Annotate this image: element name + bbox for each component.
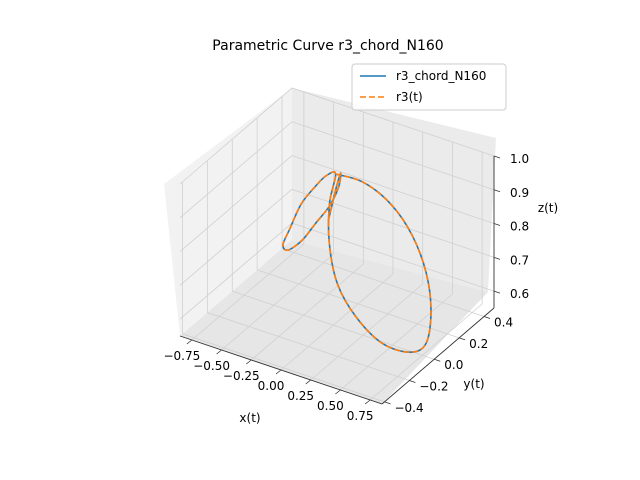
z-gridline (179, 87, 495, 185)
z-tick-mark (493, 189, 501, 193)
y-tick-label: −0.2 (419, 380, 448, 394)
gridlines (179, 87, 495, 403)
legend-box (351, 63, 507, 111)
y-gridline (231, 139, 435, 360)
x-gridline (310, 132, 424, 381)
x-axis-label: x(t) (239, 411, 260, 425)
x-tick-mark (216, 349, 222, 355)
x-tick-mark (335, 389, 341, 395)
y-tick-mark (483, 316, 491, 319)
x-tick-label: −0.75 (163, 349, 200, 363)
y-gridline (281, 96, 485, 317)
z-gridline (179, 121, 495, 219)
x-tick-mark (275, 369, 282, 375)
x-tick-label: −0.25 (223, 369, 260, 383)
z-tick-mark (493, 256, 501, 260)
x-tick-labels: −0.75−0.50−0.250.000.250.500.75 (163, 339, 374, 423)
x-gridline (251, 112, 364, 361)
z-tick-mark (493, 155, 501, 159)
z-tick-label: 0.8 (510, 220, 529, 234)
x-tick-mark (186, 339, 193, 345)
x-gridline (340, 142, 453, 391)
left-pane (164, 88, 292, 336)
x-gridline (221, 102, 334, 351)
series-layer (282, 171, 432, 354)
y-tick-mark (409, 380, 416, 383)
z-gridline (179, 188, 495, 286)
y-tick-mark (459, 337, 466, 341)
legend: r3_chord_N160 r3(t) (351, 63, 507, 111)
z-tick-mark (493, 290, 501, 294)
x-tick-label: 0.50 (317, 399, 344, 413)
y-axis-label: y(t) (463, 377, 484, 391)
x-tick-mark (305, 379, 311, 385)
y-tick-mark (384, 401, 391, 405)
z-axis-label: z(t) (538, 201, 558, 215)
y-tick-mark (434, 358, 441, 362)
y-gridline (256, 117, 460, 339)
y-tick-labels: −0.4 −0.2 0.0 0.2 0.4 (384, 316, 513, 415)
y-tick-label: −0.4 (394, 401, 423, 415)
y-gridline (206, 160, 410, 381)
floor-pane (180, 240, 488, 404)
z-tick-mark (493, 223, 501, 226)
x-tick-label: −0.50 (193, 359, 230, 373)
x-tick-label: 0.75 (347, 409, 374, 423)
x-gridline (280, 122, 394, 371)
x-gridline (191, 92, 305, 341)
z-tick-label: 1.0 (510, 152, 529, 166)
legend-label-series-1: r3_chord_N160 (396, 69, 486, 83)
series-line-2 (282, 171, 432, 354)
x-tick-mark (246, 359, 252, 365)
z-tick-label: 0.9 (510, 186, 529, 200)
y-tick-label: 0.4 (494, 316, 513, 330)
z-tick-label: 0.7 (510, 253, 529, 267)
x-tick-label: 0.25 (287, 389, 314, 403)
z-tick-label: 0.6 (510, 287, 529, 301)
chart-title: Parametric Curve r3_chord_N160 (212, 38, 443, 54)
z-gridline (179, 155, 495, 252)
y-tick-label: 0.2 (469, 337, 488, 351)
x-tick-label: 0.00 (258, 379, 285, 393)
x-tick-mark (364, 399, 371, 405)
x-gridline (369, 152, 483, 401)
legend-label-series-2: r3(t) (396, 90, 423, 104)
z-tick-labels: 0.6 0.7 0.8 0.9 1.0 (493, 152, 529, 301)
y-tick-label: 0.0 (444, 358, 463, 372)
y-gridline (182, 181, 385, 403)
y-axis-line (381, 307, 495, 405)
